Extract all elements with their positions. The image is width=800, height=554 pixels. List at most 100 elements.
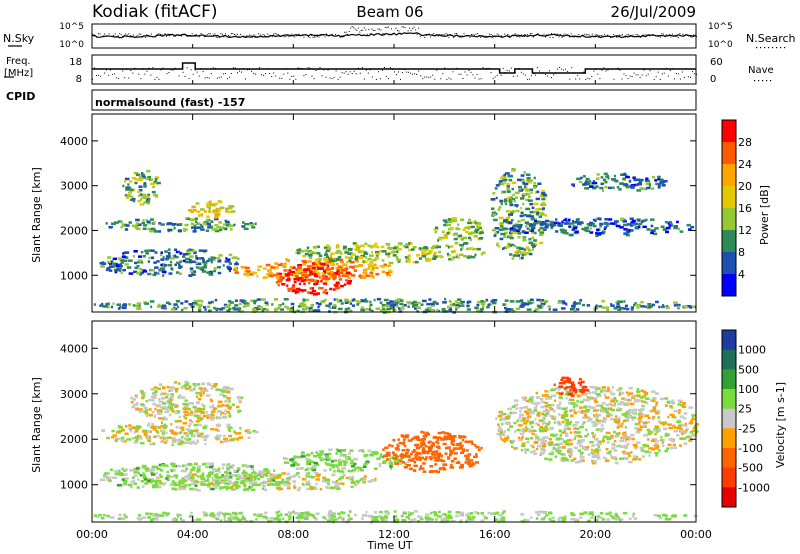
velocity-cell (632, 512, 635, 516)
velocity-cell (137, 472, 140, 475)
velocity-cell (322, 476, 326, 479)
velocity-cell (134, 469, 140, 473)
power-cell (124, 228, 127, 231)
power-cell (245, 266, 250, 270)
power-cell (340, 302, 344, 305)
power-cell (351, 253, 356, 256)
velocity-cell (560, 414, 565, 417)
power-cell (165, 301, 170, 304)
power-cell (93, 303, 96, 306)
power-cell (329, 257, 333, 260)
power-cell (332, 257, 337, 261)
power-cell (494, 212, 498, 216)
velocity-cell (149, 442, 154, 446)
power-cell (138, 255, 142, 258)
power-cell (469, 247, 474, 250)
velocity-cell (411, 457, 415, 460)
power-cell (531, 229, 534, 232)
power-cell (114, 263, 118, 266)
velocity-cell (219, 388, 223, 392)
velocity-cell (173, 474, 179, 477)
velocity-cell (217, 404, 221, 408)
velocity-cell (148, 436, 151, 439)
power-cell (235, 269, 238, 272)
power-cell (395, 305, 399, 308)
power-cell (336, 269, 340, 272)
velocity-cell (534, 418, 537, 421)
velocity-region-4 (283, 448, 410, 474)
velocity-cell (199, 410, 205, 414)
power-cell (161, 270, 167, 274)
velocity-cell (632, 437, 635, 441)
velocity-cell (339, 458, 342, 461)
power-cell (286, 306, 289, 309)
velocity-cell (226, 462, 231, 466)
velocity-cell (535, 447, 539, 451)
power-cell (312, 266, 316, 270)
power-cell (371, 309, 374, 313)
velocity-cell (691, 417, 696, 421)
power-cell (189, 258, 192, 262)
velocity-cell (359, 469, 364, 472)
power-cell (337, 300, 340, 303)
velocity-cell (595, 389, 598, 392)
velocity-cell (581, 392, 584, 396)
nsearch-dot (155, 36, 157, 38)
power-cell (142, 193, 147, 197)
power-cell (279, 308, 284, 311)
power-cell (470, 255, 476, 259)
power-cell (525, 207, 531, 211)
velocity-cell (450, 439, 456, 443)
power-cell (453, 237, 458, 241)
velocity-cell (336, 469, 341, 473)
velocity-cell (374, 477, 377, 481)
power-cell (274, 309, 278, 312)
velocity-cell (422, 462, 426, 465)
velocity-cell (251, 479, 255, 482)
velocity-cell (215, 481, 221, 485)
velocity-cell (276, 518, 282, 521)
velocity-cell (385, 511, 390, 515)
velocity-cell (307, 472, 310, 475)
power-cell (462, 242, 468, 245)
power-cell (428, 250, 433, 253)
velocity-cell (261, 482, 265, 485)
velocity-cell (189, 419, 193, 422)
power-cell (277, 280, 282, 283)
velocity-cell (639, 420, 643, 423)
power-cell (571, 304, 576, 308)
power-cell (323, 246, 328, 249)
power-cell (630, 224, 634, 227)
power-cell (135, 218, 140, 222)
power-cell (99, 304, 102, 307)
power-cell (373, 298, 376, 302)
velocity-cell (631, 418, 635, 421)
nsearch-dot (227, 35, 229, 36)
power-cell (612, 186, 615, 189)
velocity-cell (635, 431, 641, 434)
velocity-cell (464, 440, 470, 443)
velocity-cell (560, 453, 564, 456)
velocity-cell (596, 387, 601, 390)
velocity-cell (459, 445, 463, 448)
power-cell (503, 199, 508, 203)
power-cell (348, 259, 352, 263)
velocity-cell (182, 422, 188, 425)
power-cell (619, 226, 624, 229)
power-cell (487, 303, 490, 307)
velocity-cell (170, 395, 174, 398)
velocity-cell (582, 398, 587, 402)
velocity-cell (644, 392, 648, 396)
velocity-cell (271, 473, 277, 477)
velocity-cell (198, 423, 202, 427)
velocity-cell (626, 452, 630, 455)
velocity-cell (538, 419, 542, 422)
velocity-cell (223, 485, 228, 489)
power-cell (529, 223, 535, 227)
velocity-region-1 (130, 380, 244, 424)
power-cell (242, 305, 247, 308)
power-cell (154, 176, 159, 179)
power-cell (644, 218, 648, 222)
velocity-cell (532, 429, 537, 433)
power-cell (311, 289, 317, 293)
